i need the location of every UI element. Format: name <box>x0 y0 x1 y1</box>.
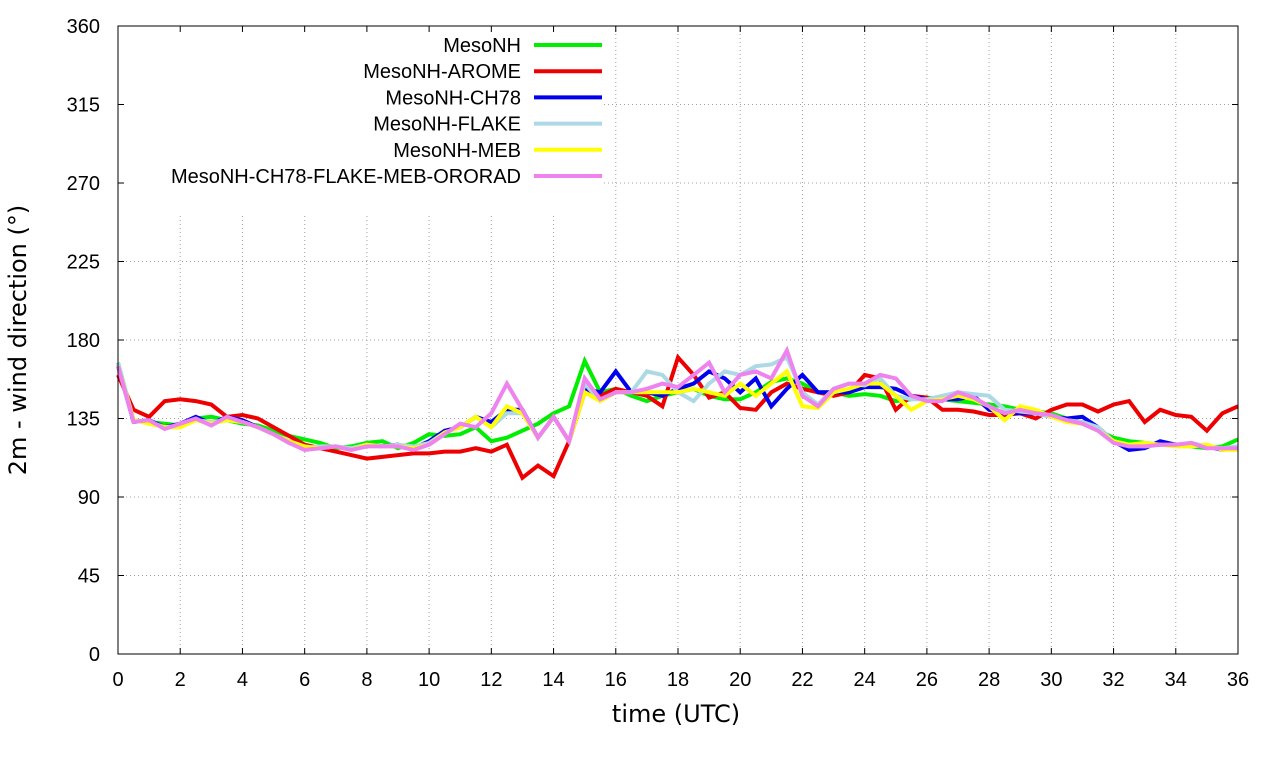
x-tick-label: 30 <box>1040 669 1062 691</box>
legend: MesoNH MesoNH-AROME MesoNH-CH78 MesoNH-FLAK… <box>171 35 602 188</box>
legend-label: MesoNH-CH78 <box>385 87 521 109</box>
grid <box>118 26 1238 654</box>
legend-item: MesoNH-FLAKE <box>373 114 602 136</box>
legend-item: MesoNH-AROME <box>363 61 602 83</box>
x-tick-label: 8 <box>361 669 372 691</box>
x-tick-label: 28 <box>978 669 1000 691</box>
x-axis-title: time (UTC) <box>612 700 740 728</box>
x-tick-label: 4 <box>237 669 248 691</box>
legend-item: MesoNH-CH78-FLAKE-MEB-ORORAD <box>171 166 602 188</box>
x-tick-label: 18 <box>667 669 689 691</box>
x-tick-label: 16 <box>605 669 627 691</box>
x-tick-label: 0 <box>112 669 123 691</box>
y-tick-label: 315 <box>67 95 100 117</box>
x-tick-label: 26 <box>916 669 938 691</box>
x-tick-label: 24 <box>854 669 876 691</box>
x-tick-label: 12 <box>480 669 502 691</box>
x-tick-label: 14 <box>542 669 564 691</box>
y-tick-label: 45 <box>78 566 100 588</box>
x-tick-label: 34 <box>1165 669 1187 691</box>
legend-label: MesoNH-FLAKE <box>373 114 521 136</box>
axes: 0 2 4 6 8 10 12 14 16 18 20 22 24 26 28 30 32 34 360459013… <box>67 16 1250 691</box>
y-tick-label: 270 <box>67 173 100 195</box>
legend-label: MesoNH-CH78-FLAKE-MEB-ORORAD <box>171 166 521 188</box>
legend-label: MesoNH-AROME <box>363 61 521 83</box>
legend-item: MesoNH <box>443 35 602 57</box>
x-tick-label: 36 <box>1227 669 1249 691</box>
y-tick-label: 90 <box>78 487 100 509</box>
y-tick-label: 180 <box>67 330 100 352</box>
legend-label: MesoNH-MEB <box>393 140 521 162</box>
x-tick-label: 32 <box>1102 669 1124 691</box>
legend-item: MesoNH-MEB <box>393 140 602 162</box>
x-tick-label: 2 <box>175 669 186 691</box>
x-tick-label: 10 <box>418 669 440 691</box>
legend-item: MesoNH-CH78 <box>385 87 602 109</box>
series-group <box>116 345 1239 481</box>
y-tick-label: 225 <box>67 252 100 274</box>
legend-label: MesoNH <box>443 35 521 57</box>
y-tick-label: 0 <box>89 644 100 666</box>
y-tick-label: 360 <box>67 16 100 38</box>
y-axis-title: 2m - wind direction (°) <box>4 205 32 475</box>
x-tick-label: 22 <box>791 669 813 691</box>
x-tick-label: 6 <box>299 669 310 691</box>
x-tick-label: 20 <box>729 669 751 691</box>
y-tick-label: 135 <box>67 409 100 431</box>
series-line-mesonh-ch78-flake-meb-ororad <box>116 345 1238 452</box>
